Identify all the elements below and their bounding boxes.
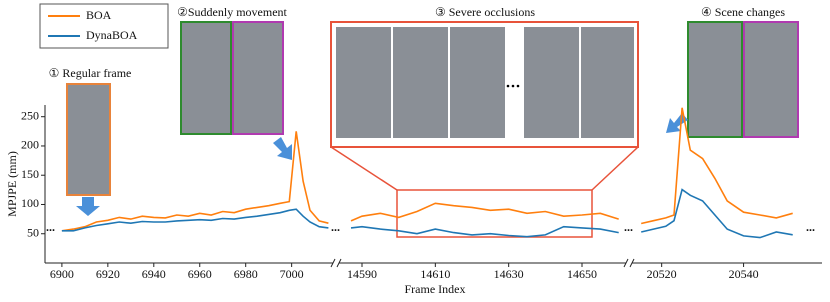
legend	[39, 3, 169, 49]
zoom-line	[591, 146, 639, 191]
x-tick-label: 20520	[647, 267, 677, 281]
x-tick-label: 14610	[420, 267, 450, 281]
ellipsis: ...	[46, 220, 55, 234]
series-line	[641, 107, 793, 225]
axis-break	[626, 259, 632, 267]
annotation: ②Suddenly movement	[177, 5, 287, 19]
photo-occ-4	[524, 27, 579, 138]
x-tick-label: 14590	[347, 267, 377, 281]
photo-occ-5	[581, 27, 634, 138]
arrow	[76, 197, 100, 216]
x-tick-label: 6900	[50, 267, 74, 281]
arrow	[666, 113, 688, 133]
x-tick-label: 6940	[142, 267, 166, 281]
ellipsis: ...	[806, 220, 815, 234]
photo-scene-1	[687, 21, 743, 138]
ellipsis: ...	[331, 220, 340, 234]
annotation: ① Regular frame	[49, 66, 132, 80]
photo-occ-2	[393, 27, 448, 138]
x-tick-label: 20540	[729, 267, 759, 281]
photo-sudden-1	[180, 21, 232, 135]
zoom-line	[330, 146, 398, 191]
axis-break	[330, 258, 336, 268]
y-tick-label: 150	[21, 167, 39, 181]
series-line	[350, 225, 619, 238]
photo-regular	[66, 83, 111, 196]
axis-break	[336, 258, 342, 268]
y-tick-label: 50	[27, 225, 39, 239]
ellipsis: ...	[624, 220, 633, 234]
y-tick-label: 100	[21, 196, 39, 210]
series-line	[350, 202, 619, 222]
y-tick-label: 200	[21, 138, 39, 152]
arrow	[273, 137, 292, 160]
zoom-box	[396, 189, 593, 238]
y-axis-label: MPJPE (mm)	[5, 151, 19, 217]
x-tick-label: 7000	[280, 267, 304, 281]
axis-break	[333, 259, 339, 267]
x-tick-label: 6980	[234, 267, 258, 281]
annotation: ③ Severe occlusions	[435, 5, 535, 19]
annotation: ④ Scene changes	[701, 5, 785, 19]
x-tick-label: 6920	[96, 267, 120, 281]
photo-scene-2	[743, 21, 799, 138]
axis-break	[623, 258, 629, 268]
x-axis-label: Frame Index	[405, 282, 466, 296]
x-tick-label: 6960	[188, 267, 212, 281]
series-line	[61, 208, 329, 232]
photo-sudden-2	[232, 21, 284, 135]
y-tick-label: 250	[21, 108, 39, 122]
series-line	[641, 188, 793, 239]
x-tick-label: 14650	[567, 267, 597, 281]
axis-break	[629, 258, 635, 268]
legend-label: DynaBOA	[86, 28, 138, 42]
legend-label: BOA	[86, 8, 112, 22]
photo-occ-3	[450, 27, 505, 138]
series-line	[61, 131, 329, 232]
x-tick-label: 14630	[494, 267, 524, 281]
photo-occ-1	[336, 27, 391, 138]
